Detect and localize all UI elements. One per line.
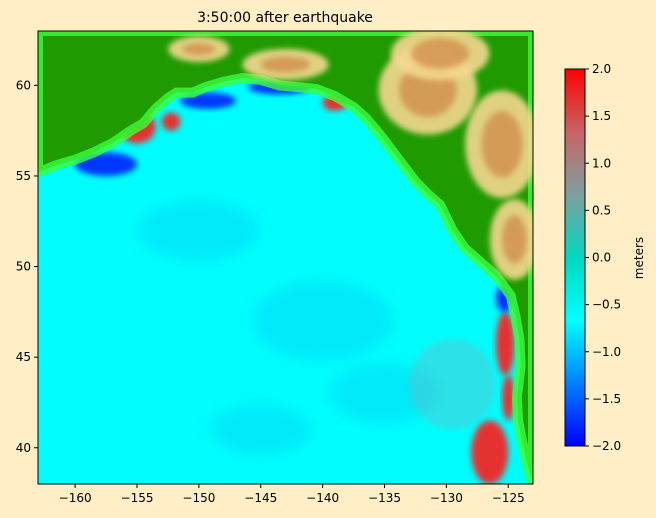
colorbar-ticks: 2.0 1.5 1.0 0.5 0.0 −0.5 −1.0 −1.5 −2.0 bbox=[585, 62, 621, 453]
colorbar-tick-label: 0.5 bbox=[592, 203, 611, 217]
mountain-peak bbox=[260, 56, 311, 73]
x-tick-label: −140 bbox=[306, 491, 339, 505]
ocean-band bbox=[210, 404, 311, 455]
colorbar-tick-label: −1.5 bbox=[592, 392, 621, 406]
x-tick-label: −150 bbox=[182, 491, 215, 505]
colorbar-tick-label: −1.0 bbox=[592, 345, 621, 359]
ocean-band bbox=[138, 200, 259, 261]
colorbar-tick-label: −2.0 bbox=[592, 439, 621, 453]
wave-anomaly-high bbox=[495, 311, 515, 376]
ocean-band bbox=[252, 280, 393, 361]
colorbar-label: meters bbox=[632, 237, 646, 279]
wave-anomaly-high bbox=[471, 420, 509, 484]
colorbar-tick-label: −0.5 bbox=[592, 298, 621, 312]
mountain-peak bbox=[481, 111, 523, 178]
map-area bbox=[38, 31, 533, 484]
x-tick-label: −135 bbox=[368, 491, 401, 505]
colorbar-tick-label: 1.5 bbox=[592, 109, 611, 123]
colorbar-tick-label: 0.0 bbox=[592, 251, 611, 265]
plot-frame bbox=[37, 30, 534, 485]
colorbar-tick-label: 2.0 bbox=[592, 62, 611, 76]
wave-anomaly-high bbox=[161, 112, 181, 131]
y-tick-label: 55 bbox=[16, 169, 31, 183]
mountain-peak bbox=[411, 38, 470, 69]
x-tick-label: −145 bbox=[244, 491, 277, 505]
land-mass bbox=[38, 31, 533, 484]
mountain-peak bbox=[502, 215, 527, 264]
y-tick-label: 50 bbox=[16, 260, 31, 274]
colorbar-scale bbox=[564, 68, 586, 447]
y-axis: 40 45 50 55 60 bbox=[16, 78, 38, 455]
x-tick-label: −160 bbox=[59, 491, 92, 505]
chart-title: 3:50:00 after earthquake bbox=[197, 10, 373, 26]
colorbar: 2.0 1.5 1.0 0.5 0.0 −0.5 −1.0 −1.5 −2.0 meters bbox=[564, 62, 646, 453]
x-tick-label: −155 bbox=[121, 491, 154, 505]
mountain-peak bbox=[182, 43, 216, 56]
x-axis: −160 −155 −150 −145 −140 −135 −130 −125 bbox=[59, 484, 525, 505]
y-tick-label: 45 bbox=[16, 350, 31, 364]
wave-anomaly-mild_high bbox=[409, 339, 496, 430]
land-lowlands bbox=[38, 31, 533, 484]
wave-anomaly-high bbox=[502, 375, 515, 421]
mountain-relief bbox=[168, 31, 533, 280]
y-tick-label: 40 bbox=[16, 441, 31, 455]
colorbar-tick-label: 1.0 bbox=[592, 156, 611, 170]
x-tick-label: −130 bbox=[430, 491, 463, 505]
y-tick-label: 60 bbox=[16, 78, 31, 92]
x-tick-label: −125 bbox=[492, 491, 525, 505]
ocean-texture bbox=[138, 200, 440, 455]
